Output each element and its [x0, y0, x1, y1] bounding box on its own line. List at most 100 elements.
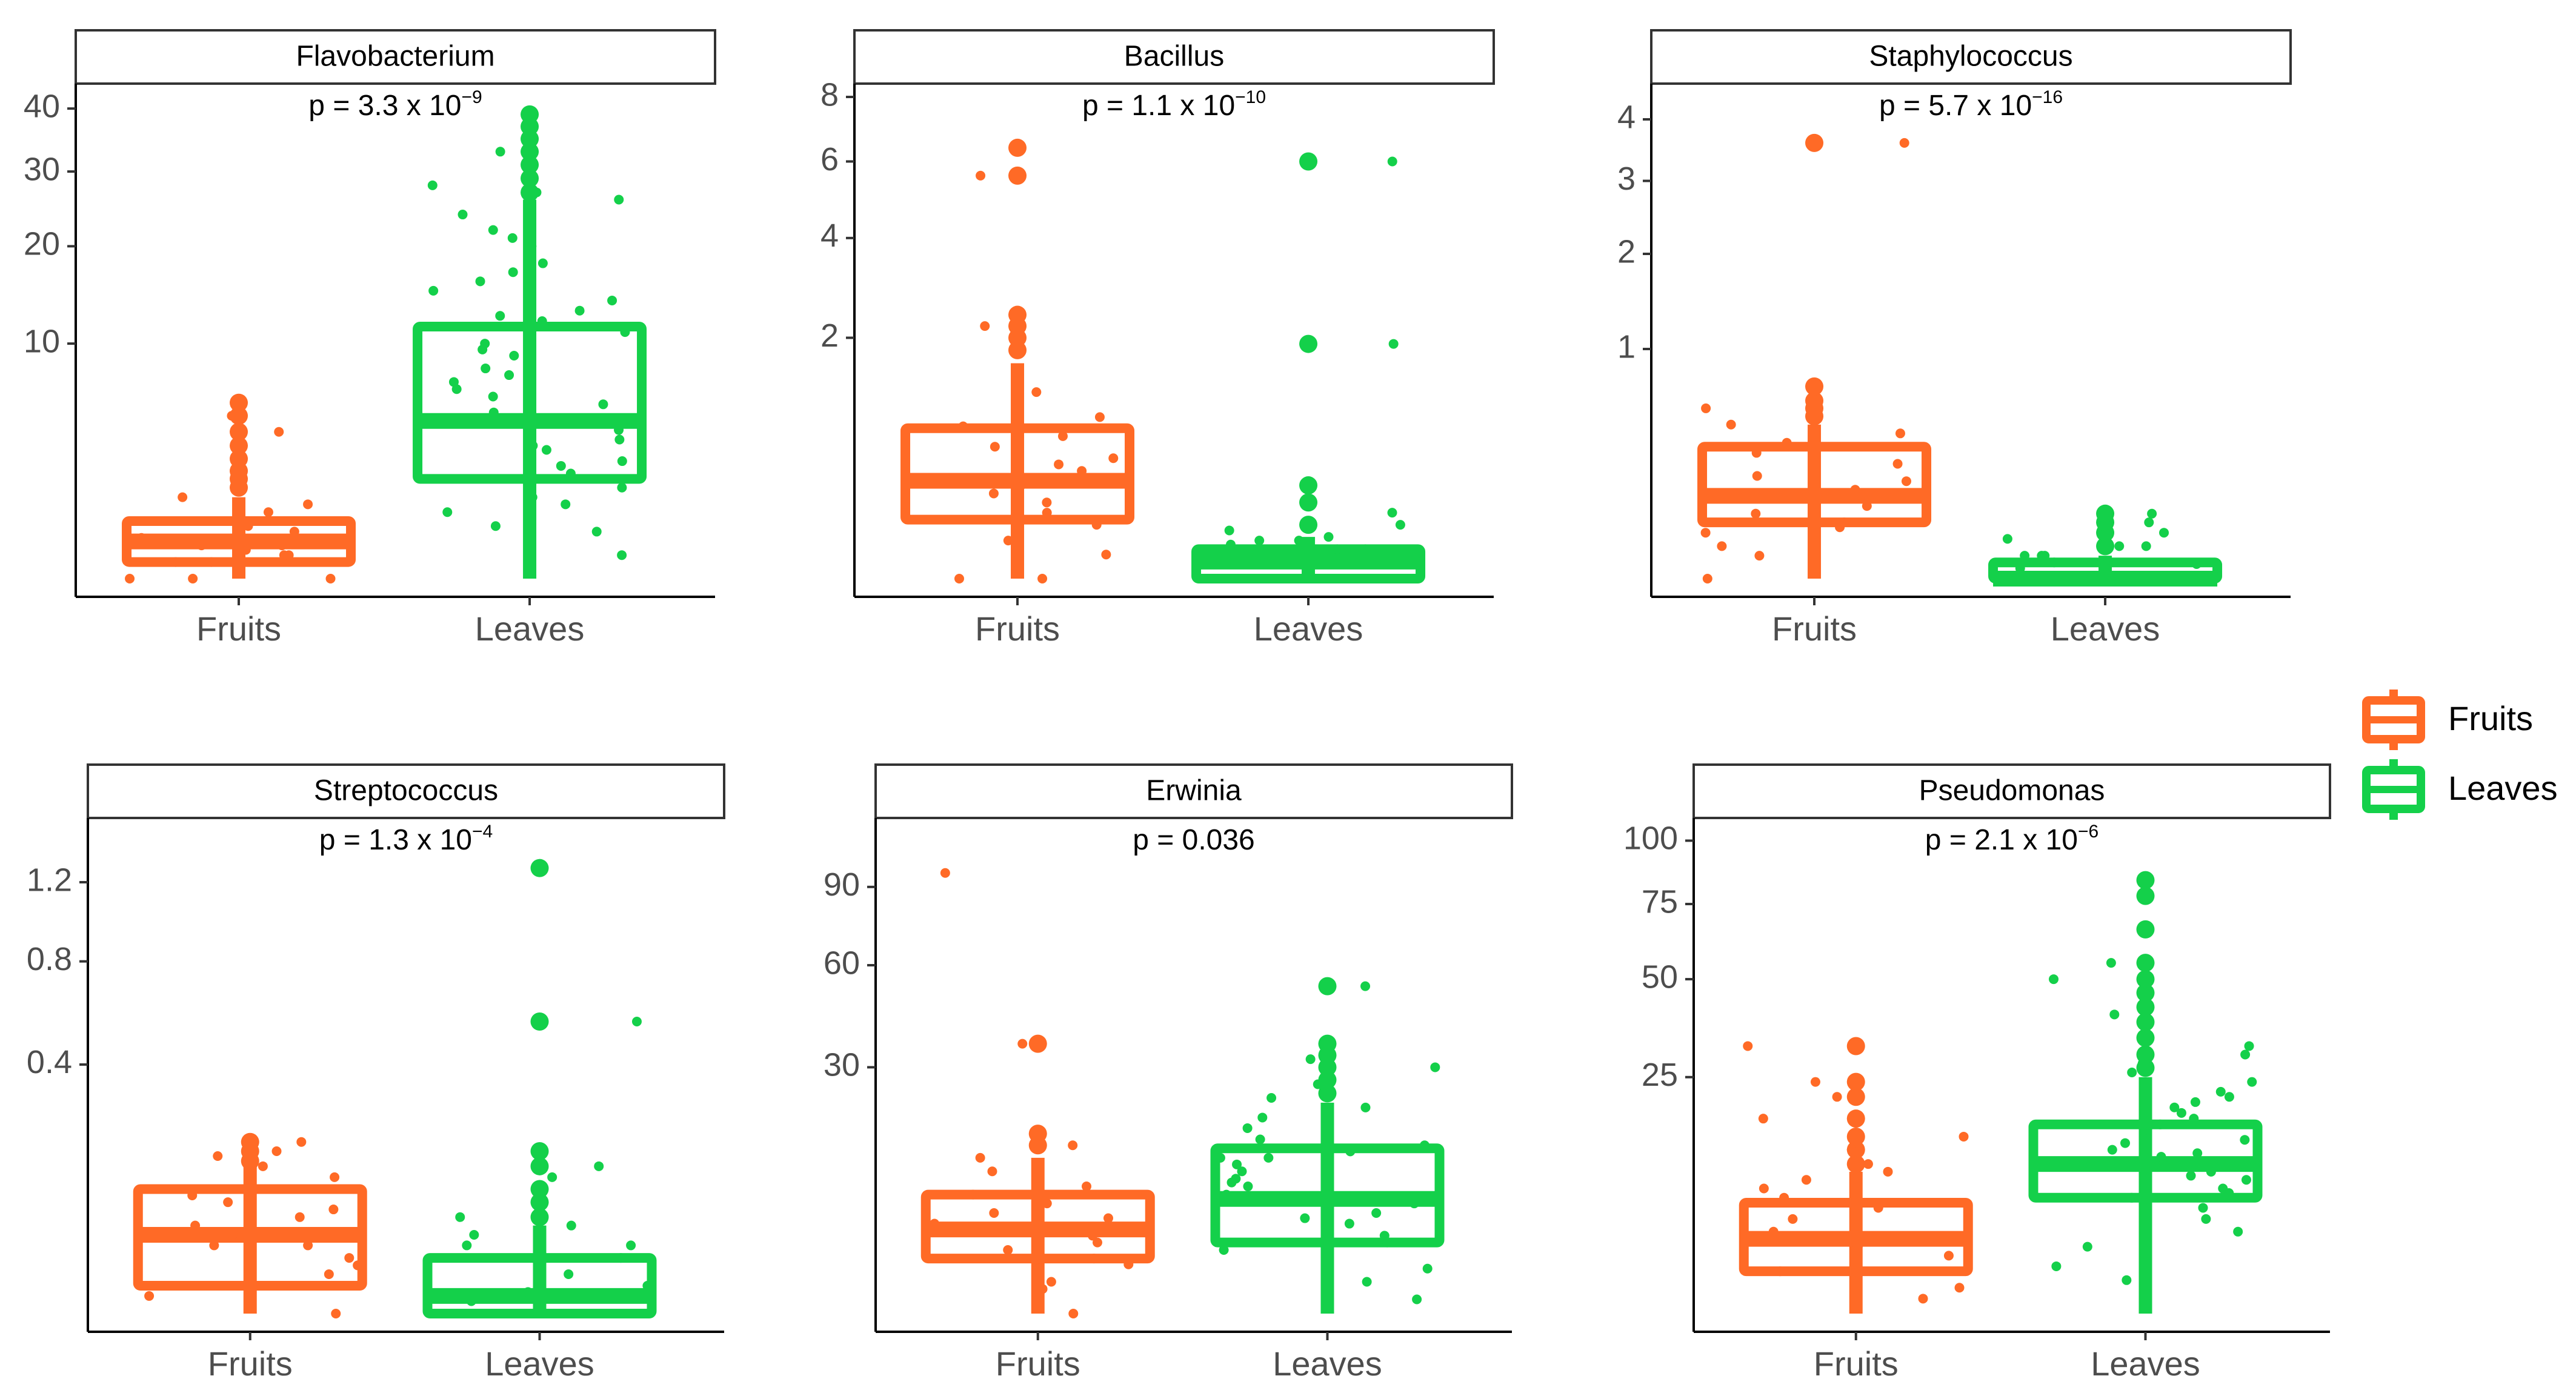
jitter-point — [1082, 1182, 1092, 1192]
outlier-point — [230, 407, 248, 425]
jitter-point — [263, 507, 273, 517]
jitter-point — [1700, 528, 1711, 538]
facet-strip-title: Streptococcus — [314, 775, 498, 807]
jitter-point — [458, 210, 468, 220]
jitter-point — [2156, 1152, 2166, 1162]
outlier-point — [530, 1142, 549, 1161]
outlier-point — [1318, 1034, 1337, 1053]
outlier-point — [521, 142, 539, 161]
jitter-point — [2201, 1214, 2211, 1224]
outlier-point — [1299, 334, 1318, 353]
jitter-point — [504, 370, 514, 381]
jitter-point — [1846, 1145, 1857, 1155]
facet-panel-flavobacterium: Flavobacterium p = 3.3 x 10−9 10 20 30 40 Frui… — [24, 29, 716, 648]
jitter-point — [469, 1309, 479, 1318]
jitter-point — [274, 427, 284, 437]
jitter-point — [1832, 1092, 1842, 1102]
jitter-point — [1883, 1166, 1893, 1177]
jitter-point — [1388, 339, 1399, 349]
outlier-point — [241, 1132, 259, 1151]
jitter-point — [1759, 1183, 1769, 1194]
p-value-exponent: −9 — [461, 87, 482, 107]
jitter-point — [641, 1291, 651, 1301]
facet-strip — [87, 763, 725, 819]
jitter-point — [353, 1260, 363, 1271]
jitter-point — [1219, 1245, 1229, 1255]
jitter-point — [478, 344, 488, 354]
jitter-point — [1788, 1214, 1798, 1224]
jitter-point — [1422, 1263, 1433, 1274]
jitter-point — [1892, 459, 1903, 469]
jitter-point — [451, 384, 462, 394]
outlier-point — [1805, 391, 1824, 410]
jitter-point — [1371, 1208, 1382, 1218]
jitter-point — [1954, 1283, 1965, 1293]
outlier-point — [2136, 886, 2155, 905]
outlier-point — [1008, 138, 1027, 157]
jitter-point — [1387, 508, 1397, 518]
x-tick-label: Fruits — [1814, 1344, 1899, 1383]
jitter-point — [277, 540, 287, 551]
jitter-point — [187, 1191, 198, 1201]
outlier-point — [2136, 920, 2155, 939]
jitter-point — [1300, 1213, 1310, 1223]
outlier-point — [521, 169, 539, 188]
jitter-point — [1959, 1131, 1969, 1142]
jitter-point — [466, 1296, 476, 1306]
jitter-point — [493, 1309, 504, 1318]
outlier-point — [530, 1157, 549, 1175]
jitter-point — [1042, 1198, 1052, 1209]
jitter-point — [565, 468, 576, 479]
outlier-point — [521, 183, 539, 202]
jitter-point — [428, 285, 439, 296]
outlier-point — [2136, 1012, 2155, 1031]
jitter-point — [328, 1281, 339, 1291]
outlier-point — [1846, 1155, 1865, 1174]
jitter-point — [1042, 497, 1052, 508]
jitter-point — [2137, 1058, 2148, 1068]
jitter-point — [594, 1161, 604, 1171]
outlier-point — [530, 1180, 549, 1198]
outlier-point — [1846, 1088, 1865, 1106]
jitter-point — [2020, 551, 2030, 561]
jitter-point — [531, 187, 542, 198]
p-value-text: p = 5.7 x 10 — [1879, 90, 2032, 122]
jitter-point — [537, 258, 548, 268]
jitter-point — [213, 1151, 223, 1162]
jitter-point — [531, 863, 541, 873]
facet-panels: Flavobacterium p = 3.3 x 10−9 10 20 30 40 Frui… — [24, 29, 2331, 1383]
jitter-point — [642, 1281, 653, 1291]
jitter-point — [1782, 437, 1792, 448]
jitter-point — [328, 1205, 339, 1215]
jitter-point — [2037, 551, 2047, 561]
jitter-point — [626, 1240, 636, 1251]
p-value-text: p = 3.3 x 10 — [308, 90, 461, 122]
box — [413, 322, 647, 484]
x-tick-label: Fruits — [196, 610, 281, 648]
jitter-point — [930, 1218, 940, 1229]
jitter-point — [2107, 1145, 2117, 1155]
y-tick-label: 6 — [820, 141, 839, 178]
jitter-point — [2240, 1135, 2250, 1145]
x-tick-label: Fruits — [975, 610, 1060, 648]
outlier-point — [1846, 1109, 1865, 1128]
x-tick-label: Leaves — [2051, 610, 2160, 648]
jitter-point — [455, 1212, 465, 1222]
outlier-point — [2136, 998, 2155, 1017]
jitter-point — [2127, 1068, 2137, 1077]
jitter-point — [2176, 1108, 2186, 1118]
y-tick-label: 10 — [24, 323, 60, 359]
jitter-point — [1123, 1259, 1134, 1269]
jitter-point — [2147, 508, 2157, 519]
jitter-point — [303, 499, 313, 510]
y-tick-label: 25 — [1642, 1057, 1678, 1093]
jitter-point — [1751, 448, 1762, 458]
outlier-point — [1805, 377, 1824, 396]
jitter-point — [1232, 1159, 1242, 1169]
jitter-point — [1850, 485, 1860, 495]
jitter-point — [1305, 1054, 1316, 1065]
jitter-point — [296, 1137, 307, 1147]
jitter-point — [1057, 431, 1068, 441]
jitter-point — [324, 1269, 334, 1280]
